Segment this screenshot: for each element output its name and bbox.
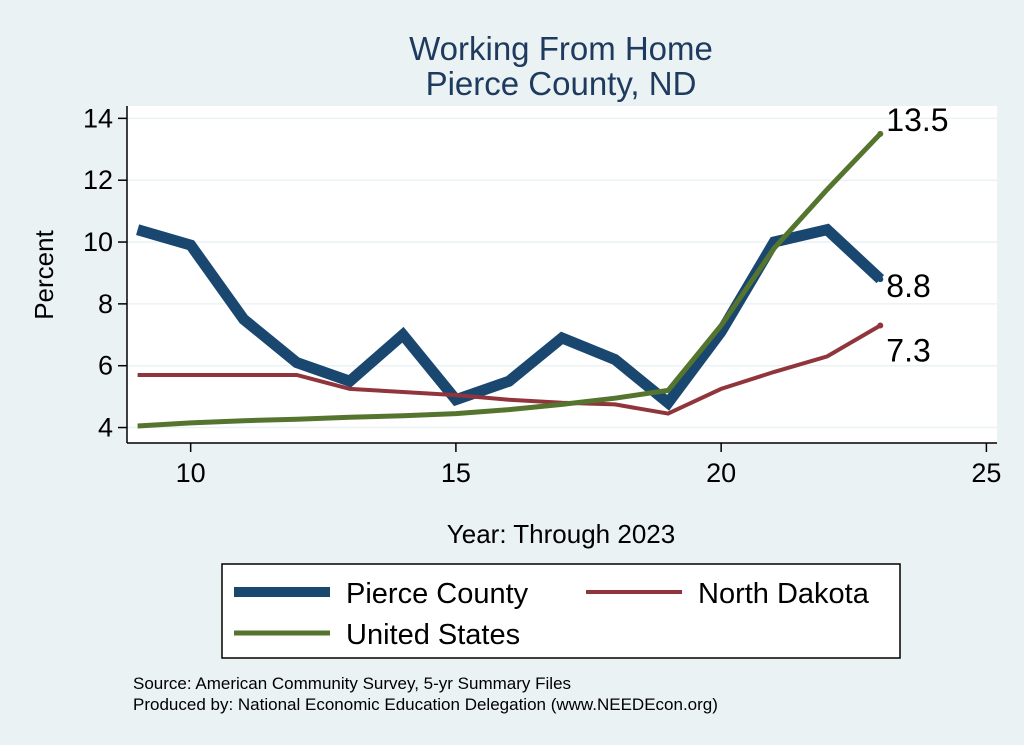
x-tick-label: 10: [176, 458, 206, 488]
end-label-united-states: 13.5: [886, 102, 948, 138]
y-tick-label: 8: [98, 289, 113, 319]
x-tick-label: 20: [706, 458, 736, 488]
series-line-north-dakota: [137, 323, 882, 416]
axes: 4 6 8 10 12 14 10 15 20 25: [83, 103, 1001, 488]
series-line-united-states: [137, 132, 883, 429]
y-tick-label: 14: [83, 103, 113, 133]
series-end-point: [877, 322, 884, 329]
y-axis-title: Percent: [29, 229, 59, 319]
series-lines: [136, 130, 885, 429]
legend-box: [221, 563, 901, 659]
series-end-point: [877, 276, 884, 283]
y-tick-label: 4: [98, 413, 113, 443]
x-tick-label: 15: [441, 458, 471, 488]
chart-subtitle: Pierce County, ND: [426, 65, 697, 102]
legend-label-north-dakota: North Dakota: [698, 578, 870, 610]
y-tick-label: 12: [83, 165, 113, 195]
end-labels: 8.8 7.3 13.5: [886, 102, 948, 369]
producer-note: Produced by: National Economic Education…: [133, 695, 718, 714]
x-tick-label: 25: [971, 458, 1001, 488]
legend-label-united-states: United States: [346, 619, 520, 651]
plot-area: [127, 106, 997, 443]
y-tick-label: 6: [98, 351, 113, 381]
x-axis-title: Year: Through 2023: [447, 519, 675, 549]
end-label-pierce-county: 8.8: [886, 268, 930, 304]
end-label-north-dakota: 7.3: [886, 333, 930, 369]
y-tick-label: 10: [83, 227, 113, 257]
chart-title: Working From Home: [409, 30, 713, 67]
source-note: Source: American Community Survey, 5-yr …: [133, 674, 571, 693]
legend: Pierce County North Dakota United States: [221, 563, 901, 659]
series-end-point: [877, 130, 884, 137]
legend-label-pierce-county: Pierce County: [346, 578, 529, 610]
gridlines: [127, 117, 997, 429]
